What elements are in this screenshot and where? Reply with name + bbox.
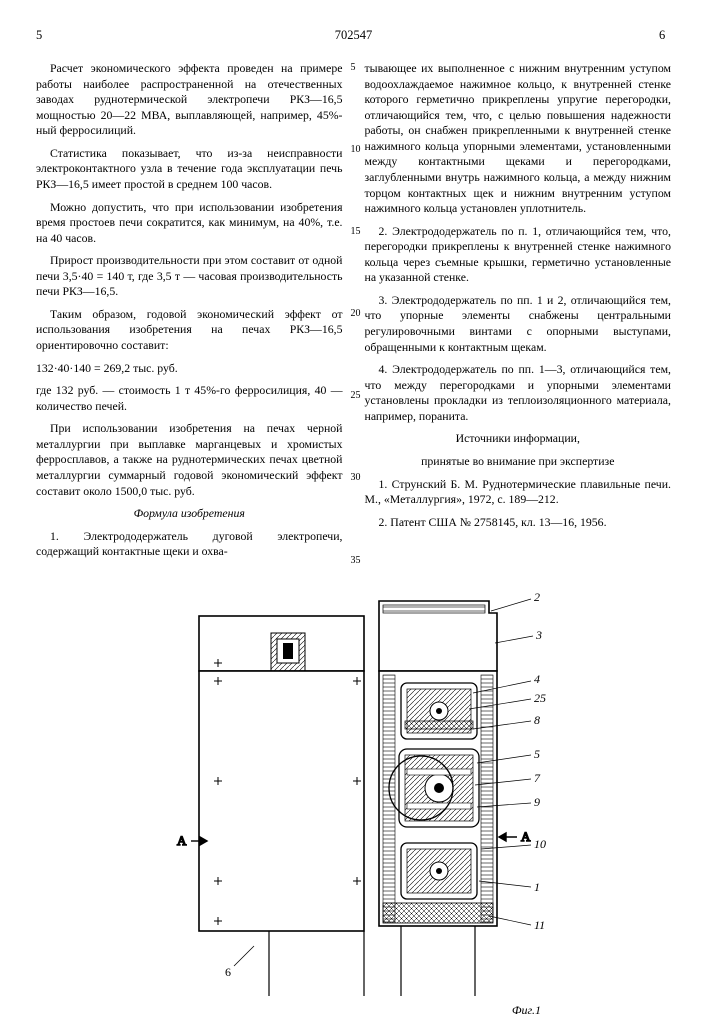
callout: 25: [534, 691, 546, 705]
refs-heading: Источники информации,: [365, 431, 672, 447]
left-column: Расчет экономического эффекта проведен н…: [36, 61, 343, 567]
refs-heading: принятые во внимание при экспертизе: [365, 454, 672, 470]
line-marker: 30: [351, 471, 361, 484]
claim: 4. Электрододержатель по пп. 1—3, отлича…: [365, 362, 672, 424]
callout: 2: [534, 590, 540, 604]
figure-drawing: A 6 2 3: [139, 581, 569, 1001]
callout: 9: [534, 795, 540, 809]
page-header: 5 702547 6: [36, 28, 671, 43]
para: Прирост производительности при этом сост…: [36, 253, 343, 300]
para: Можно допустить, что при использовании и…: [36, 200, 343, 247]
page-number-right: 6: [659, 28, 671, 43]
callout: 10: [534, 837, 546, 851]
callout: 11: [534, 918, 545, 932]
figure-1: A 6 2 3: [36, 581, 671, 1018]
claim: тывающее их выполненное с нижним внутрен…: [365, 61, 672, 217]
para: При использовании изобретения на печах ч…: [36, 421, 343, 499]
text-columns: Расчет экономического эффекта проведен н…: [36, 61, 671, 567]
callout: 7: [534, 771, 541, 785]
callout: 6: [225, 965, 231, 979]
claim: 3. Электрододержатель по пп. 1 и 2, отли…: [365, 293, 672, 355]
para: Таким образом, годовой экономический эфф…: [36, 307, 343, 354]
section-mark: A: [177, 833, 187, 848]
page-number-left: 5: [36, 28, 48, 43]
formula-heading: Формула изобретения: [36, 506, 343, 522]
document-number: 702547: [335, 28, 373, 43]
line-marker: 10: [351, 143, 361, 156]
callout: 4: [534, 672, 540, 686]
line-marker: 25: [351, 389, 361, 402]
line-marker: 5: [351, 61, 361, 74]
section-mark: A: [521, 829, 531, 844]
para: где 132 руб. — стоимость 1 т 45%-го ферр…: [36, 383, 343, 414]
claim: 2. Электрододержатель по п. 1, отличающи…: [365, 224, 672, 286]
line-number-gutter: 5 10 15 20 25 30 35: [351, 61, 361, 567]
callout: 1: [534, 880, 540, 894]
reference: 1. Струнский Б. М. Руднотермические плав…: [365, 477, 672, 508]
line-marker: 15: [351, 225, 361, 238]
reference: 2. Патент США № 2758145, кл. 13—16, 1956…: [365, 515, 672, 531]
callout: 5: [534, 747, 540, 761]
callout: 8: [534, 713, 540, 727]
line-marker: 20: [351, 307, 361, 320]
right-column: 5 10 15 20 25 30 35 тывающее их выполнен…: [365, 61, 672, 567]
claim: 1. Электрододержатель дуговой электропеч…: [36, 529, 343, 560]
callout: 3: [535, 628, 542, 642]
calc-line: 132·40·140 = 269,2 тыс. руб.: [36, 361, 343, 377]
para: Статистика показывает, что из-за неиспра…: [36, 146, 343, 193]
figure-label: Фиг.1: [36, 1003, 671, 1018]
line-marker: 35: [351, 554, 361, 567]
para: Расчет экономического эффекта проведен н…: [36, 61, 343, 139]
